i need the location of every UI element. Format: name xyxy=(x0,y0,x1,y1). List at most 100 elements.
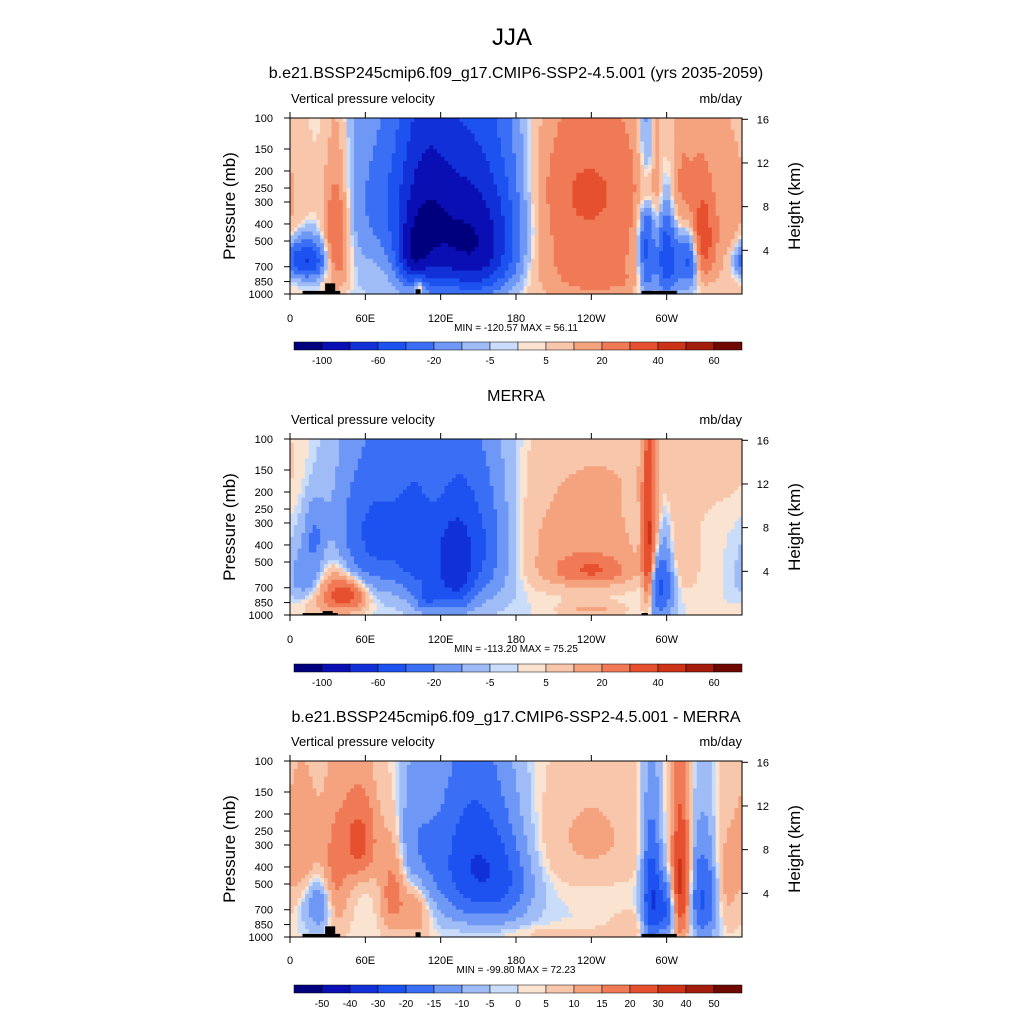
field-cell xyxy=(425,223,430,229)
field-cell xyxy=(335,200,340,205)
field-cell xyxy=(508,118,513,123)
field-cell xyxy=(361,262,366,268)
field-cell xyxy=(568,153,574,158)
field-cell xyxy=(421,125,427,131)
field-cell xyxy=(681,266,687,272)
field-cell xyxy=(591,125,596,131)
field-cell xyxy=(489,129,494,135)
field-cell xyxy=(474,262,479,268)
field-cell xyxy=(320,235,325,240)
field-cell xyxy=(414,219,419,225)
field-cell xyxy=(738,207,743,213)
field-cell xyxy=(293,200,299,205)
field-cell xyxy=(580,168,585,174)
field-cell xyxy=(576,219,581,225)
field-cell xyxy=(561,145,566,150)
field-cell xyxy=(504,188,510,193)
field-cell xyxy=(463,247,468,252)
field-cell xyxy=(715,204,720,209)
field-cell xyxy=(308,188,314,193)
field-cell xyxy=(516,250,521,256)
field-cell xyxy=(433,207,438,213)
field-cell xyxy=(410,219,415,225)
field-cell xyxy=(410,129,415,135)
field-cell xyxy=(338,254,344,260)
field-cell xyxy=(338,180,344,186)
field-cell xyxy=(301,153,306,158)
field-cell xyxy=(632,145,638,150)
field-cell xyxy=(320,227,325,233)
field-cell xyxy=(715,235,720,240)
field-cell xyxy=(561,223,566,229)
field-cell xyxy=(587,247,592,252)
field-cell xyxy=(451,211,457,217)
field-cell xyxy=(576,231,581,236)
field-cell xyxy=(293,270,299,276)
field-cell xyxy=(708,223,713,229)
field-cell xyxy=(538,266,543,272)
field-cell xyxy=(613,250,619,256)
field-cell xyxy=(719,258,724,264)
field-cell xyxy=(610,184,615,189)
field-cell xyxy=(365,239,370,244)
field-cell xyxy=(323,278,329,283)
field-cell xyxy=(500,204,506,209)
field-cell xyxy=(316,239,321,244)
field-cell xyxy=(482,243,487,248)
field-cell xyxy=(606,141,611,146)
field-cell xyxy=(414,211,419,217)
field-cell xyxy=(568,141,574,146)
field-cell xyxy=(730,204,736,209)
field-cell xyxy=(696,200,702,205)
field-cell xyxy=(516,211,521,217)
field-cell xyxy=(523,121,528,127)
field-cell xyxy=(323,172,329,178)
field-cell xyxy=(576,192,581,197)
field-cell xyxy=(308,274,314,279)
field-cell xyxy=(602,231,607,236)
field-cell xyxy=(459,164,464,170)
field-cell xyxy=(625,215,630,221)
field-cell xyxy=(433,243,438,248)
field-cell xyxy=(493,207,498,213)
field-cell xyxy=(553,129,559,135)
field-cell xyxy=(549,270,555,276)
field-cell xyxy=(316,172,321,178)
field-cell xyxy=(414,250,419,256)
field-cell xyxy=(621,227,626,233)
field-cell xyxy=(534,121,540,127)
field-cell xyxy=(312,168,317,174)
field-cell xyxy=(489,204,494,209)
field-cell xyxy=(425,129,430,135)
field-cell xyxy=(602,270,607,276)
field-cell xyxy=(305,180,310,186)
field-cell xyxy=(557,125,562,131)
field-cell xyxy=(655,204,660,209)
field-cell xyxy=(523,204,528,209)
field-cell xyxy=(617,243,623,248)
field-cell xyxy=(704,223,709,229)
field-cell xyxy=(403,243,408,248)
field-cell xyxy=(357,161,363,166)
field-cell xyxy=(610,254,615,260)
field-cell xyxy=(372,157,378,162)
field-cell xyxy=(534,215,540,221)
field-cell xyxy=(297,274,302,279)
field-cell xyxy=(617,141,623,146)
field-cell xyxy=(440,164,446,170)
field-cell xyxy=(301,239,306,244)
field-cell xyxy=(711,118,717,123)
field-cell xyxy=(301,270,306,276)
field-cell xyxy=(357,227,363,233)
field-cell xyxy=(376,254,381,260)
field-cell xyxy=(666,235,672,240)
field-cell xyxy=(489,149,494,154)
field-cell xyxy=(572,153,577,158)
field-cell xyxy=(700,262,705,268)
field-cell xyxy=(629,207,634,213)
field-cell xyxy=(440,184,446,189)
field-cell xyxy=(463,192,468,197)
field-cell xyxy=(493,168,498,174)
field-cell xyxy=(497,164,502,170)
field-cell xyxy=(305,258,310,264)
